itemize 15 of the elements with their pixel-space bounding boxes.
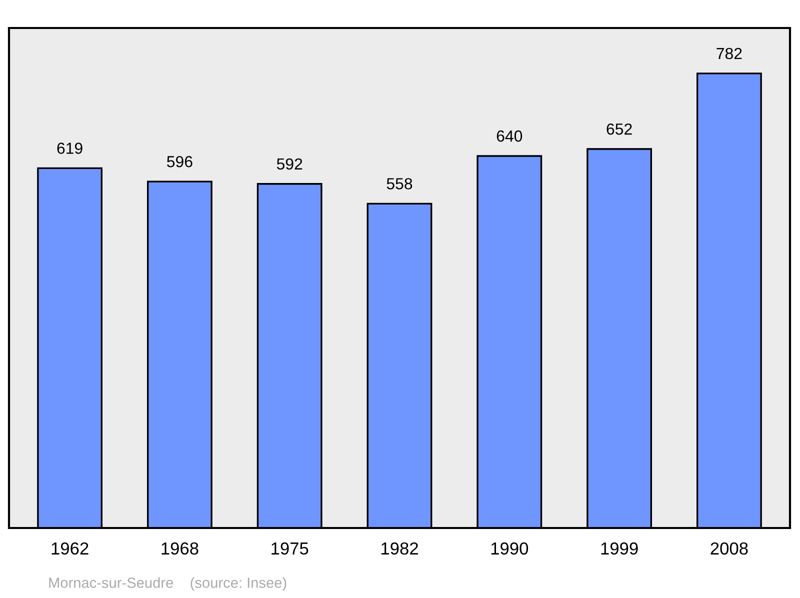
x-tick-label: 1968 (162, 542, 198, 555)
x-tick-label: 1982 (382, 542, 418, 555)
data-label: 558 (386, 178, 412, 190)
x-tick-label: 2008 (710, 542, 748, 555)
data-label: 782 (716, 48, 742, 60)
data-label: 640 (496, 130, 522, 142)
data-label: 592 (276, 158, 302, 170)
text: Mornac-sur-Seudre (source: Insee) (49, 577, 286, 591)
data-label: 596 (167, 156, 192, 168)
x-tick-label: 1975 (272, 542, 308, 555)
data-label: 619 (57, 142, 82, 154)
data-label: 652 (606, 123, 632, 135)
x-tick-label: 1962 (52, 542, 88, 555)
x-tick-label: 1990 (491, 542, 528, 555)
x-tick-label: 1999 (601, 542, 638, 555)
